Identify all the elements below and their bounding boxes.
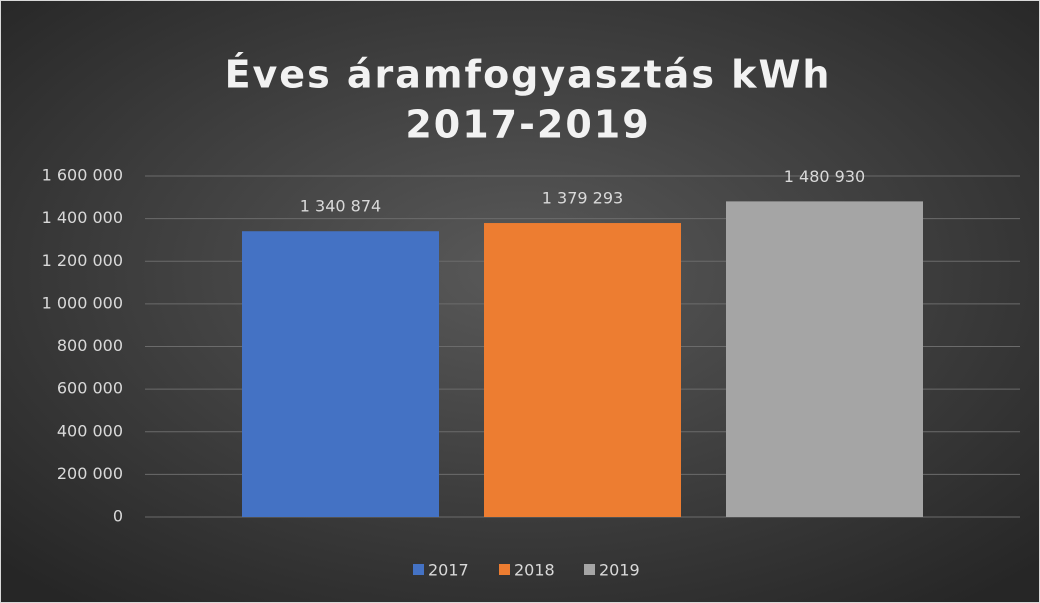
y-tick-label: 1 200 000 <box>42 251 123 270</box>
y-tick-label: 1 600 000 <box>42 166 123 185</box>
data-label: 1 480 930 <box>784 167 865 186</box>
legend-swatch <box>584 564 595 575</box>
legend-label: 2018 <box>514 561 555 580</box>
legend-swatch <box>413 564 424 575</box>
bar <box>484 223 681 517</box>
chart-title: Éves áramfogyasztás kWh <box>225 53 832 97</box>
y-tick-label: 600 000 <box>57 379 123 398</box>
chart-title: 2017-2019 <box>405 103 650 147</box>
y-tick-label: 1 400 000 <box>42 208 123 227</box>
legend-swatch <box>499 564 510 575</box>
bar <box>242 231 439 517</box>
y-tick-label: 800 000 <box>57 336 123 355</box>
y-tick-label: 0 <box>113 507 123 526</box>
legend-label: 2019 <box>599 561 640 580</box>
bar <box>726 201 923 517</box>
data-label: 1 379 293 <box>542 189 623 208</box>
legend-label: 2017 <box>428 561 469 580</box>
data-label: 1 340 874 <box>300 197 381 216</box>
y-tick-label: 400 000 <box>57 421 123 440</box>
y-tick-label: 1 000 000 <box>42 293 123 312</box>
y-tick-label: 200 000 <box>57 464 123 483</box>
